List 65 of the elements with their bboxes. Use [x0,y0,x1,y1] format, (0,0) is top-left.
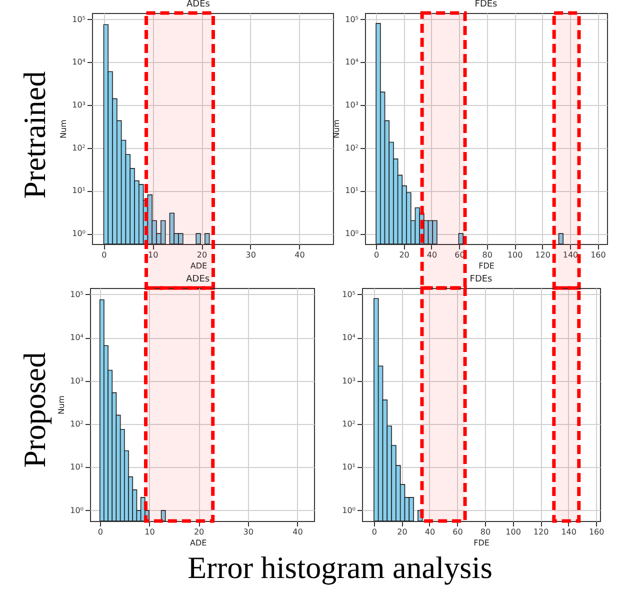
y-tick-label: 10⁵ [72,14,86,24]
y-tick-label: 10⁴ [345,58,358,67]
x-tick-label: 20 [399,250,410,260]
y-tick-label: 10⁴ [72,58,86,67]
text: Error histogram analysis [188,550,492,586]
x-tick-label: 20 [196,250,208,260]
x-tick-label: 40 [292,528,303,536]
x-tick-label: 30 [246,250,256,260]
x-axis-title: FDE [478,262,494,270]
y-tick-label: 10² [342,419,356,428]
y-tick-label: 10³ [70,376,84,386]
y-tick-label: 10⁵ [342,290,356,299]
x-tick-label: 140 [562,250,578,260]
y-tick-label: 10⁵ [70,290,84,299]
y-tick-label: 10¹ [70,462,84,472]
x-tick-label: 0 [374,250,380,260]
x-tick-label: 0 [372,528,377,536]
y-tick-label: 10² [70,419,84,428]
y-tick-label: 10⁴ [70,333,84,342]
x-tick-label: 100 [507,250,523,260]
chart-title: ADEs [186,0,210,10]
y-tick-label: 10³ [345,100,358,110]
x-tick-label: 160 [588,528,604,536]
x-tick-label: 0 [98,528,103,536]
chart-title: FDEs [470,274,493,284]
y-axis-title: Num [59,119,68,138]
y-tick-label: 10¹ [342,462,356,472]
y-tick-label: 10⁰ [345,229,358,238]
x-tick-label: 10 [144,528,155,536]
y-tick-label: 10⁵ [345,14,358,24]
y-tick-label: 10¹ [72,186,86,196]
x-tick-label: 30 [243,528,254,536]
x-tick-label: 0 [102,250,107,260]
x-tick-label: 120 [535,250,550,260]
y-tick-label: 10¹ [345,186,358,196]
text: Pretrained [17,71,53,199]
y-tick-label: 10⁰ [72,229,86,238]
x-tick-label: 140 [561,528,576,536]
x-tick-label: 40 [426,250,438,260]
x-tick-label: 80 [480,528,491,536]
x-tick-label: 20 [397,528,408,536]
x-tick-label: 120 [533,528,549,536]
text: Proposed [17,352,53,468]
x-tick-label: 20 [194,528,204,536]
x-tick-label: 100 [506,528,521,536]
y-tick-label: 10⁰ [342,506,356,515]
x-tick-label: 40 [294,250,305,260]
x-tick-label: 80 [482,250,492,260]
x-tick-label: 40 [424,528,436,536]
y-tick-label: 10⁴ [342,333,356,342]
x-axis-title: FDE [474,538,490,548]
y-tick-label: 10³ [72,100,86,110]
x-axis-title: ADE [190,538,207,548]
y-tick-label: 10³ [342,376,356,386]
x-tick-label: 160 [590,250,606,260]
x-axis-title: ADE [190,262,208,270]
y-tick-label: 10⁰ [70,506,84,515]
x-tick-label: 10 [148,250,158,260]
y-tick-label: 10² [345,143,358,152]
y-axis-title: Num [332,119,342,138]
y-tick-label: 10² [72,143,86,152]
chart-title: ADEs [186,274,210,284]
y-axis-title: Num [57,395,66,414]
chart-title: FDEs [474,0,498,10]
x-tick-label: 60 [452,528,463,536]
